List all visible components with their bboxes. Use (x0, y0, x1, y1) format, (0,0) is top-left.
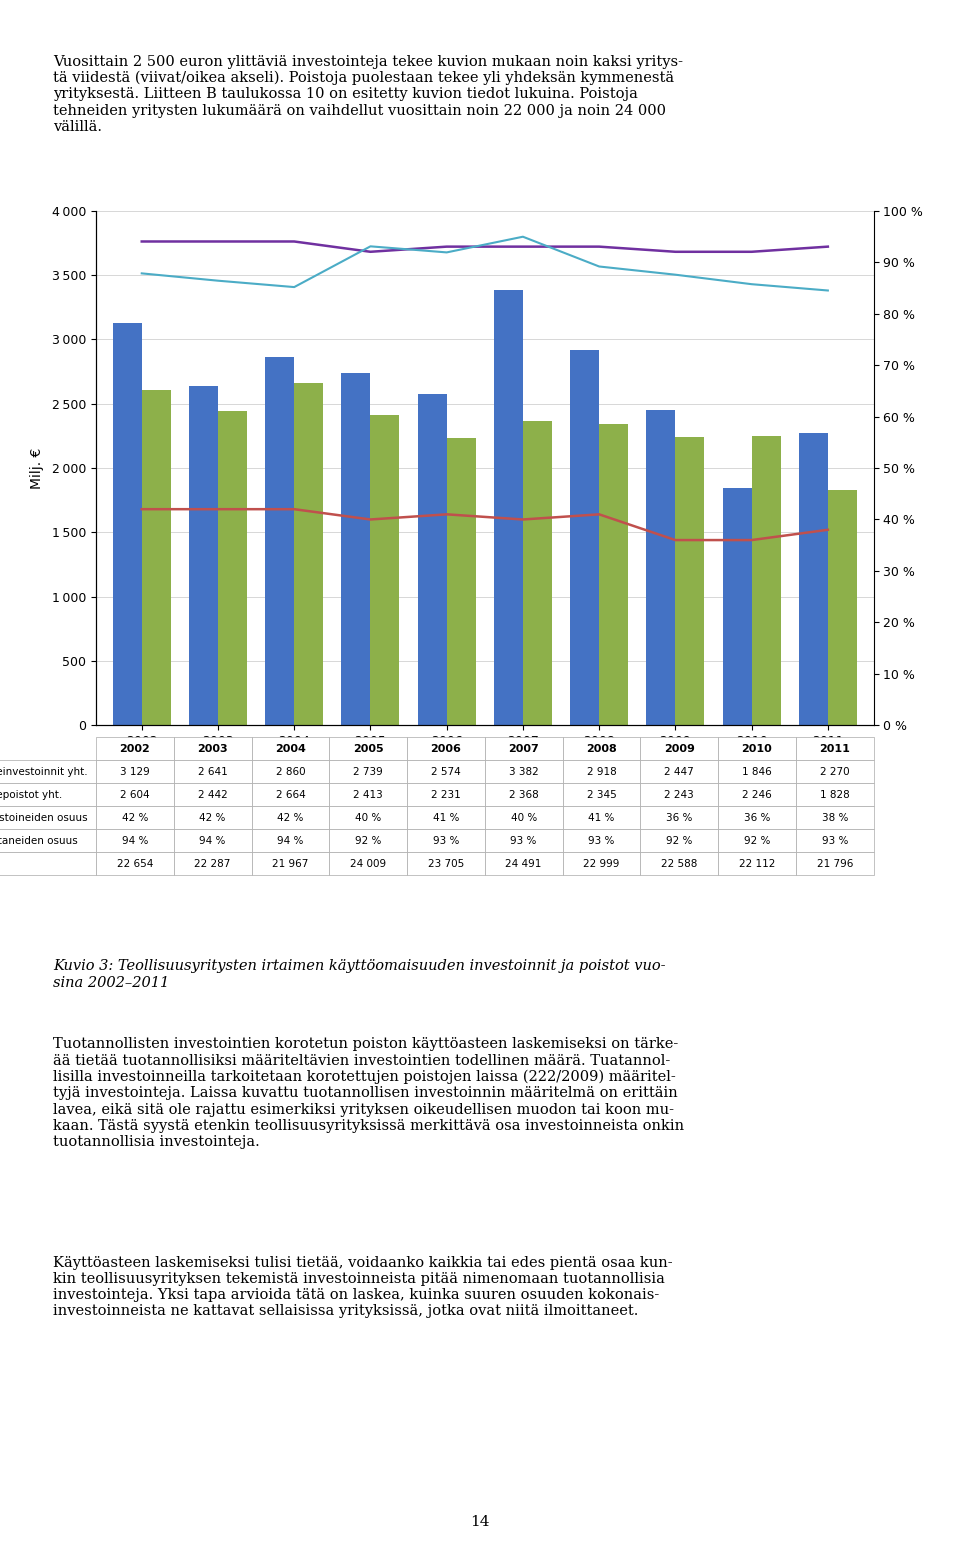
Text: Vuosittain 2 500 euron ylittäviä investointeja tekee kuvion mukaan noin kaksi yr: Vuosittain 2 500 euron ylittäviä investo… (53, 55, 683, 134)
Bar (676, 437, 705, 725)
Text: 14: 14 (470, 1515, 490, 1529)
Bar (828, 490, 857, 725)
Bar (570, 349, 599, 725)
Y-axis label: Milj. €: Milj. € (30, 448, 43, 488)
Bar (189, 385, 218, 725)
Bar (494, 290, 523, 725)
Bar (342, 373, 371, 725)
Bar (142, 390, 171, 725)
Text: Tuotannollisten investointien korotetun poiston käyttöasteen laskemiseksi on tär: Tuotannollisten investointien korotetun … (53, 1037, 684, 1150)
Bar (218, 412, 247, 725)
Bar (523, 421, 552, 725)
Bar (752, 437, 780, 725)
Bar (799, 434, 828, 725)
Bar (599, 424, 628, 725)
Bar (371, 415, 399, 725)
Bar (112, 323, 142, 725)
Text: Käyttöasteen laskemiseksi tulisi tietää, voidaanko kaikkia tai edes pientä osaa : Käyttöasteen laskemiseksi tulisi tietää,… (53, 1256, 672, 1318)
Bar (294, 382, 324, 725)
Bar (418, 395, 446, 725)
Text: Kuvio 3: Teollisuusyritysten irtaimen käyttöomaisuuden investoinnit ja poistot v: Kuvio 3: Teollisuusyritysten irtaimen kä… (53, 959, 665, 989)
Bar (723, 488, 752, 725)
Bar (646, 410, 676, 725)
Bar (265, 357, 294, 725)
Bar (446, 438, 475, 725)
